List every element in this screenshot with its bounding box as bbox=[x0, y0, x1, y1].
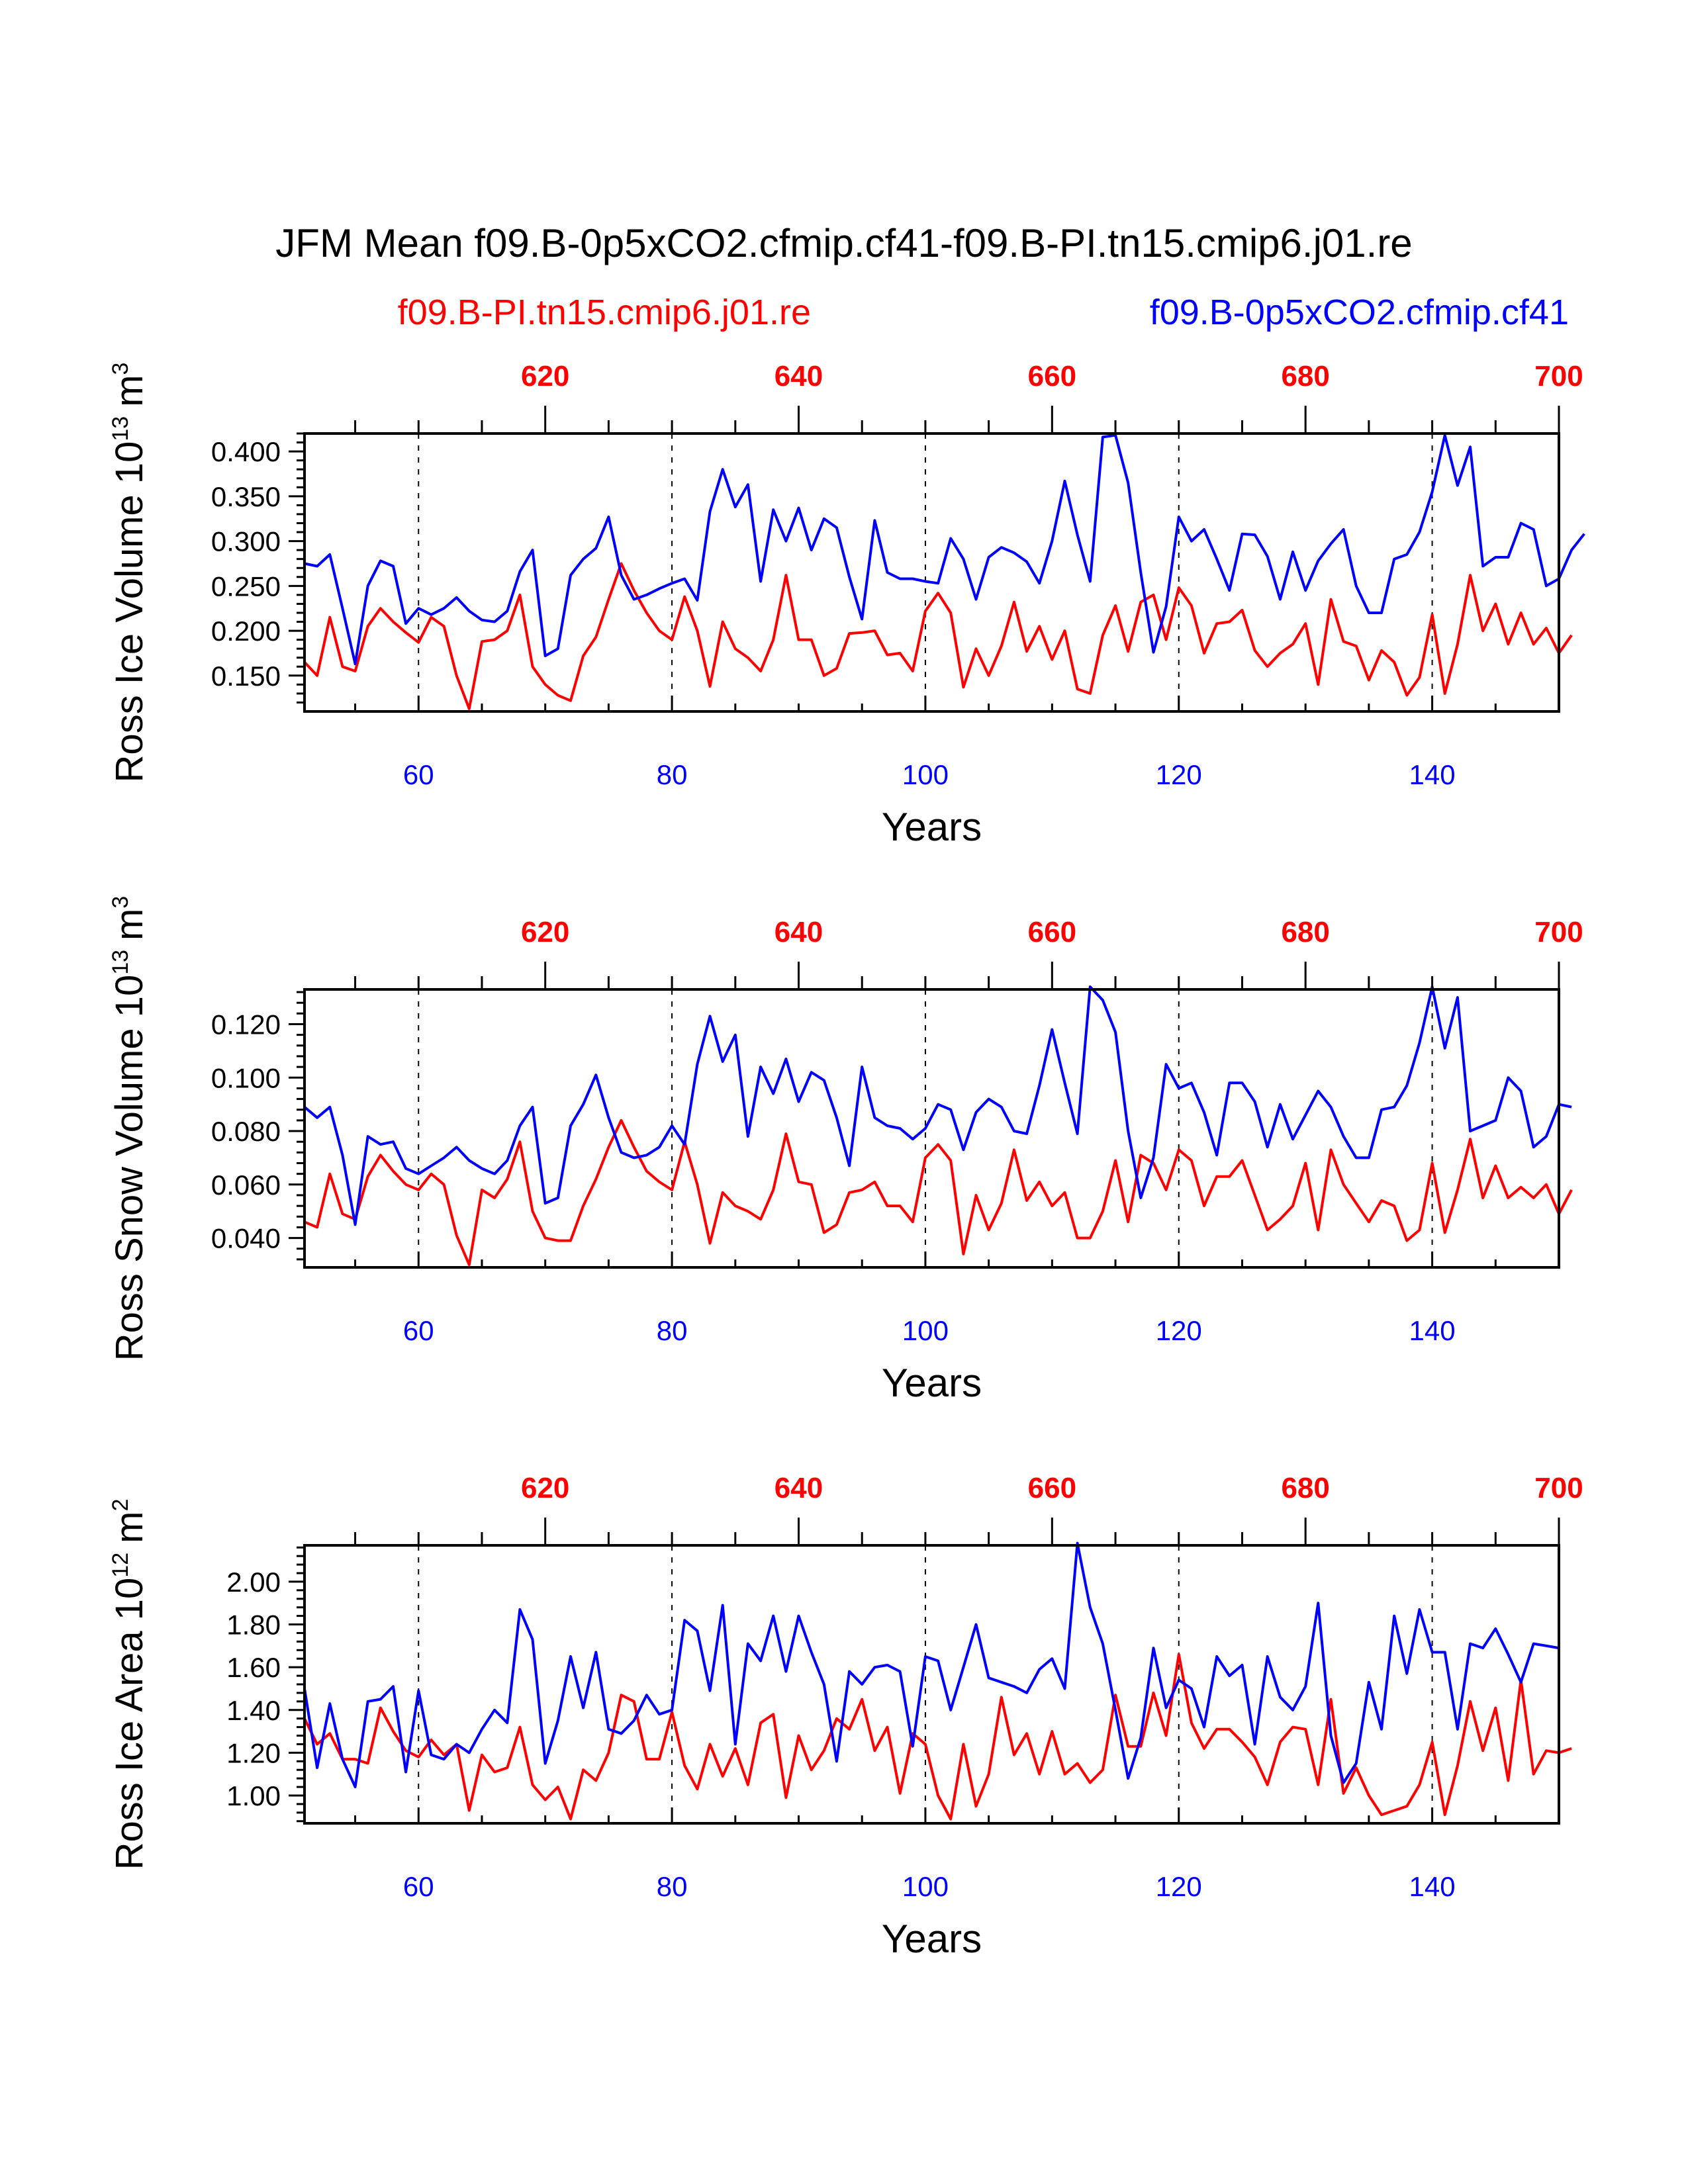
series-line-pi bbox=[303, 562, 1573, 710]
series-line-pi bbox=[304, 1118, 1573, 1266]
x-tick-label-100: 100 bbox=[902, 1315, 949, 1346]
x-tick-label-120: 120 bbox=[1156, 759, 1202, 790]
legend-pi-label: f09.B-PI.tn15.cmip6.j01.re bbox=[398, 293, 811, 332]
plot-frame bbox=[303, 432, 1560, 713]
y-tick-label: 0.200 bbox=[211, 615, 281, 647]
top-tick-label-640: 640 bbox=[774, 916, 823, 948]
y-tick-label: 0.350 bbox=[211, 481, 281, 512]
y-axis-label: Ross Ice Area 1012 m2 bbox=[108, 1499, 151, 1870]
y-tick-label: 0.120 bbox=[211, 1009, 281, 1040]
plot-frame bbox=[303, 988, 1560, 1269]
y-axis-label-text: Ross Snow Volume 10 bbox=[108, 975, 151, 1361]
top-tick-label-700: 700 bbox=[1534, 360, 1583, 392]
top-tick-label-620: 620 bbox=[521, 360, 569, 392]
top-tick-label-700: 700 bbox=[1534, 1472, 1583, 1504]
y-axis-label-text: Ross Ice Volume 10 bbox=[108, 441, 151, 783]
legend-co2-label: f09.B-0p5xCO2.cfmip.cf41 bbox=[1150, 293, 1569, 332]
x-tick-label-140: 140 bbox=[1409, 1871, 1456, 1902]
x-tick-label-60: 60 bbox=[403, 1315, 434, 1346]
figure-title: JFM Mean f09.B-0p5xCO2.cfmip.cf41-f09.B-… bbox=[275, 221, 1412, 265]
y-tick-label: 0.400 bbox=[211, 436, 281, 467]
top-tick-label-660: 660 bbox=[1028, 1472, 1076, 1504]
y-axis-label-text: Ross Ice Area 10 bbox=[108, 1578, 151, 1870]
top-tick-label-680: 680 bbox=[1281, 916, 1329, 948]
y-tick-label: 0.150 bbox=[211, 660, 281, 692]
y-tick-label: 0.300 bbox=[211, 526, 281, 557]
x-tick-label-60: 60 bbox=[403, 759, 434, 790]
y-tick-label: 0.250 bbox=[211, 570, 281, 602]
series-line-pi bbox=[303, 1653, 1572, 1821]
x-axis-label: Years bbox=[882, 1917, 982, 1961]
series-line-co2 bbox=[303, 985, 1572, 1226]
y-axis-label: Ross Ice Volume 1013 m3 bbox=[108, 363, 151, 783]
top-tick-label-620: 620 bbox=[521, 1472, 569, 1504]
x-tick-label-100: 100 bbox=[902, 759, 949, 790]
top-tick-label-660: 660 bbox=[1028, 916, 1076, 948]
top-tick-label-700: 700 bbox=[1534, 916, 1583, 948]
y-tick-label: 0.080 bbox=[211, 1116, 281, 1147]
x-tick-label-80: 80 bbox=[657, 1315, 688, 1346]
panel-ice-volume: 60 80 100 120 140 620 640 660 680 700 0.150 0.200 0.… bbox=[108, 360, 1585, 849]
y-tick-label: 0.040 bbox=[211, 1223, 281, 1254]
x-tick-label-120: 120 bbox=[1156, 1871, 1202, 1902]
y-tick-label: 1.60 bbox=[226, 1652, 281, 1683]
series-line-co2 bbox=[303, 1541, 1560, 1789]
y-tick-label: 0.060 bbox=[211, 1169, 281, 1201]
series-line-co2 bbox=[304, 433, 1585, 666]
top-tick-label-620: 620 bbox=[521, 916, 569, 948]
x-tick-label-100: 100 bbox=[902, 1871, 949, 1902]
panels: 60 80 100 120 140 620 640 660 680 700 0.150 0.200 0.… bbox=[108, 360, 1585, 1961]
y-axis-label-unit: m bbox=[108, 375, 151, 406]
y-tick-label: 1.00 bbox=[226, 1780, 281, 1811]
panel-ice-area: 60 80 100 120 140 620 640 660 680 700 1.00 1.20 1.40… bbox=[108, 1472, 1583, 1961]
y-axis-label-unit: m bbox=[108, 909, 151, 940]
top-tick-label-680: 680 bbox=[1281, 1472, 1329, 1504]
y-tick-label: 2.00 bbox=[226, 1567, 281, 1598]
y-axis-label-unit: m bbox=[108, 1512, 151, 1543]
x-tick-label-140: 140 bbox=[1409, 759, 1456, 790]
y-axis-label-unit-exponent: 3 bbox=[108, 363, 133, 375]
y-axis-label-unit-exponent: 2 bbox=[108, 1499, 133, 1512]
top-tick-label-660: 660 bbox=[1028, 360, 1076, 392]
x-tick-label-120: 120 bbox=[1156, 1315, 1202, 1346]
x-tick-label-80: 80 bbox=[657, 759, 688, 790]
x-axis-label: Years bbox=[882, 805, 982, 849]
x-axis-label: Years bbox=[882, 1361, 982, 1405]
y-axis-label: Ross Snow Volume 1013 m3 bbox=[108, 896, 151, 1361]
panel-snow-volume: 60 80 100 120 140 620 640 660 680 700 0.040 0.060 0.… bbox=[108, 896, 1583, 1405]
x-tick-label-140: 140 bbox=[1409, 1315, 1456, 1346]
y-axis-label-exponent: 13 bbox=[108, 416, 133, 441]
x-tick-label-60: 60 bbox=[403, 1871, 434, 1902]
top-tick-label-640: 640 bbox=[774, 360, 823, 392]
y-tick-label: 1.80 bbox=[226, 1610, 281, 1641]
y-tick-label: 1.20 bbox=[226, 1737, 281, 1768]
top-tick-label-680: 680 bbox=[1281, 360, 1329, 392]
y-axis-label-exponent: 12 bbox=[108, 1553, 133, 1578]
y-axis-label-unit-exponent: 3 bbox=[108, 896, 133, 909]
y-axis-label-exponent: 13 bbox=[108, 950, 133, 975]
x-tick-label-80: 80 bbox=[657, 1871, 688, 1902]
top-tick-label-640: 640 bbox=[774, 1472, 823, 1504]
y-tick-label: 0.100 bbox=[211, 1062, 281, 1093]
y-tick-label: 1.40 bbox=[226, 1695, 281, 1726]
